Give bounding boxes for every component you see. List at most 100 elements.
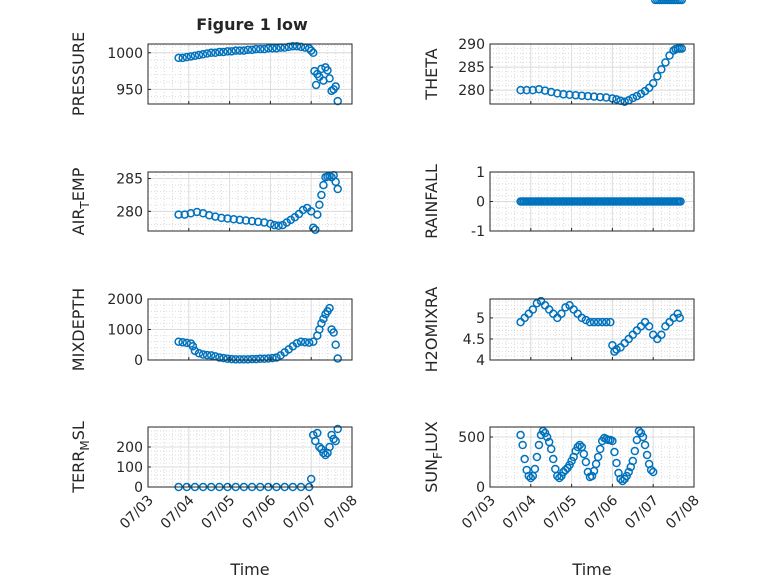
data-point	[268, 44, 277, 53]
y-tick-label: 0	[476, 195, 485, 211]
data-point	[581, 315, 591, 325]
data-point	[610, 347, 619, 356]
data-point	[553, 89, 562, 98]
data-point	[331, 82, 340, 91]
data-point	[223, 47, 232, 56]
data-point	[174, 53, 183, 63]
data-point	[542, 432, 552, 442]
data-point	[296, 42, 306, 52]
data-point	[247, 354, 257, 364]
data-point	[315, 442, 324, 452]
data-point	[319, 180, 328, 190]
data-point	[677, 0, 687, 5]
y-tick-label: 0	[134, 480, 143, 496]
data-point	[630, 446, 640, 456]
data-point	[264, 354, 273, 363]
data-point	[274, 221, 283, 231]
y-tick-label: 0	[476, 480, 485, 496]
data-point	[243, 355, 253, 364]
data-point	[186, 52, 196, 61]
data-point	[579, 449, 589, 459]
data-point	[593, 452, 603, 462]
data-point	[323, 66, 332, 75]
data-point	[317, 319, 326, 328]
data-point	[243, 45, 253, 55]
data-point	[573, 442, 582, 452]
data-point	[593, 317, 603, 327]
x-tick-label: 07/03	[117, 493, 157, 533]
y-tick-label: 1000	[107, 46, 143, 62]
y-tick-label: 285	[458, 60, 485, 76]
data-point	[528, 305, 538, 314]
data-point	[229, 214, 238, 224]
data-point	[610, 447, 619, 457]
data-point	[308, 48, 318, 58]
data-point	[284, 42, 294, 52]
data-point	[182, 338, 192, 348]
data-point	[577, 91, 587, 100]
data-point	[311, 80, 321, 90]
data-point	[325, 303, 334, 313]
data-point	[622, 471, 631, 481]
data-point	[583, 91, 593, 101]
y-axis-label: SUNFLUX	[422, 421, 445, 493]
data-point	[557, 471, 566, 481]
data-point	[329, 434, 338, 444]
data-point	[227, 47, 236, 56]
data-point	[317, 444, 326, 454]
axes-box	[147, 43, 353, 105]
data-point	[178, 53, 187, 63]
data-point	[333, 354, 342, 363]
data-point	[202, 49, 212, 58]
data-point	[333, 424, 342, 434]
y-tick-label: 950	[116, 82, 143, 98]
data-point	[325, 442, 334, 452]
data-point	[571, 90, 580, 100]
figure-title: Figure 1 low	[196, 15, 308, 34]
y-tick-label: 280	[458, 83, 485, 99]
plot-area	[148, 427, 352, 487]
data-point	[319, 448, 328, 458]
data-point	[585, 317, 595, 327]
data-point	[235, 46, 245, 55]
data-point	[648, 78, 658, 88]
data-point	[589, 92, 599, 101]
data-point	[675, 313, 684, 323]
x-tick-label: 07/07	[622, 493, 662, 533]
data-point	[296, 337, 306, 346]
data-point	[532, 298, 542, 308]
data-point	[606, 317, 615, 327]
data-point	[270, 220, 279, 230]
y-axis-label: THETA	[422, 48, 441, 100]
data-point	[202, 350, 212, 360]
data-point	[315, 200, 324, 210]
data-point	[565, 90, 574, 100]
data-point	[211, 48, 220, 58]
data-point	[251, 44, 261, 54]
y-tick-label: 1	[476, 165, 485, 181]
data-point	[241, 216, 251, 225]
y-axis-label: TERRMSL	[69, 421, 92, 494]
data-point	[311, 436, 320, 446]
y-tick-label: 4.5	[463, 332, 485, 348]
data-point	[231, 46, 240, 55]
data-point	[561, 465, 570, 475]
y-tick-label: 5	[476, 311, 485, 327]
axes-box	[147, 426, 353, 488]
y-axis-label: MIXDEPTH	[69, 288, 88, 371]
x-axis-label: Time	[571, 560, 611, 579]
data-point	[530, 464, 540, 474]
subplot-air-temp: 280 285 AIRTEMP	[69, 167, 353, 235]
data-point	[618, 476, 627, 486]
data-point	[516, 430, 525, 440]
axes-box	[147, 171, 353, 232]
data-point	[331, 340, 340, 349]
data-point	[673, 309, 682, 318]
data-point	[577, 313, 587, 323]
subplot-theta: 280 285 290 THETA	[422, 37, 695, 106]
subplot-pressure: 950 1000 PRESSURE	[69, 32, 353, 116]
y-tick-label: 285	[116, 172, 143, 188]
data-point	[317, 190, 326, 200]
data-point	[567, 456, 576, 466]
